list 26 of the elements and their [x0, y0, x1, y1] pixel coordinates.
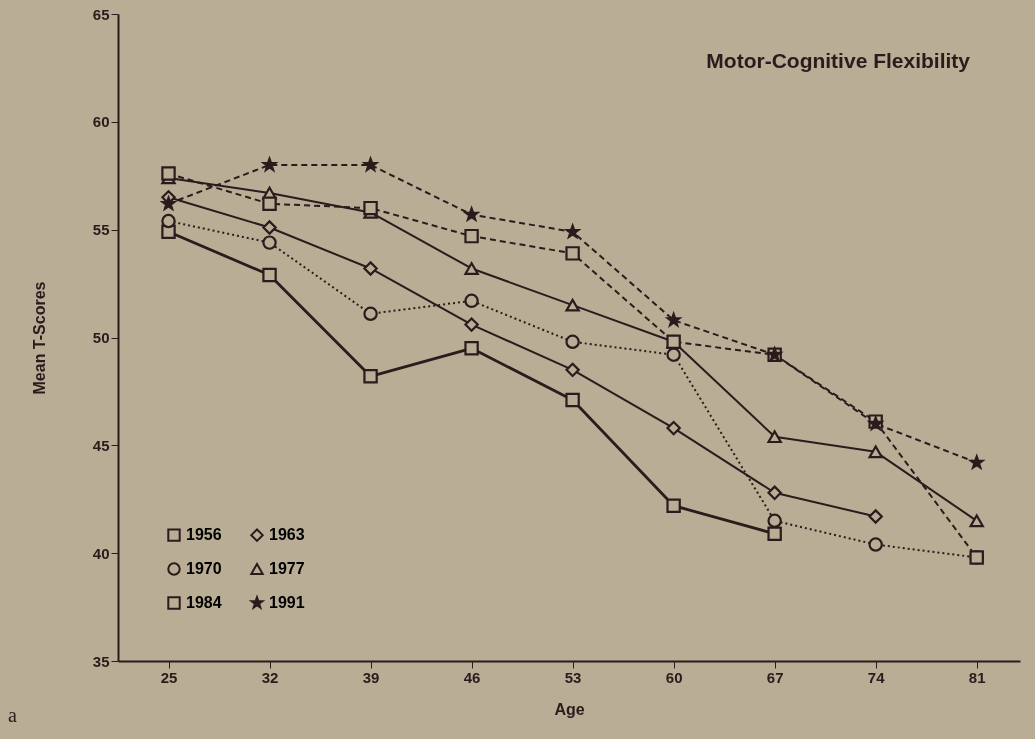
- y-tick-label: 55: [92, 221, 110, 239]
- x-tick-label: 32: [261, 668, 279, 686]
- y-tick-label: 60: [92, 113, 110, 131]
- x-tick-label: 25: [160, 668, 178, 686]
- x-axis-title: Age: [554, 700, 585, 718]
- x-tick-label: 74: [867, 668, 886, 686]
- legend-label: 1956: [186, 526, 222, 544]
- y-tick-label: 65: [92, 5, 110, 23]
- legend-label: 1984: [186, 594, 222, 611]
- text: Motor-Cognitive Flexibility: [706, 49, 971, 72]
- legend-label: 1977: [269, 560, 305, 577]
- text: a: [8, 704, 17, 726]
- y-axis-title: Mean T-Scores: [30, 281, 48, 395]
- x-tick-label: 60: [665, 668, 683, 686]
- legend-label: 1963: [269, 526, 305, 544]
- legend-label: 1991: [269, 594, 305, 611]
- legend-label: 1970: [186, 560, 222, 577]
- y-tick-label: 40: [92, 544, 110, 562]
- x-tick-label: 67: [766, 668, 784, 686]
- x-tick-label: 39: [362, 668, 380, 686]
- x-tick-label: 53: [564, 668, 582, 686]
- x-tick-label: 81: [968, 668, 986, 686]
- y-tick-label: 35: [92, 652, 110, 670]
- y-tick-label: 45: [92, 436, 110, 454]
- x-tick-label: 46: [463, 668, 481, 686]
- y-tick-label: 50: [92, 329, 110, 346]
